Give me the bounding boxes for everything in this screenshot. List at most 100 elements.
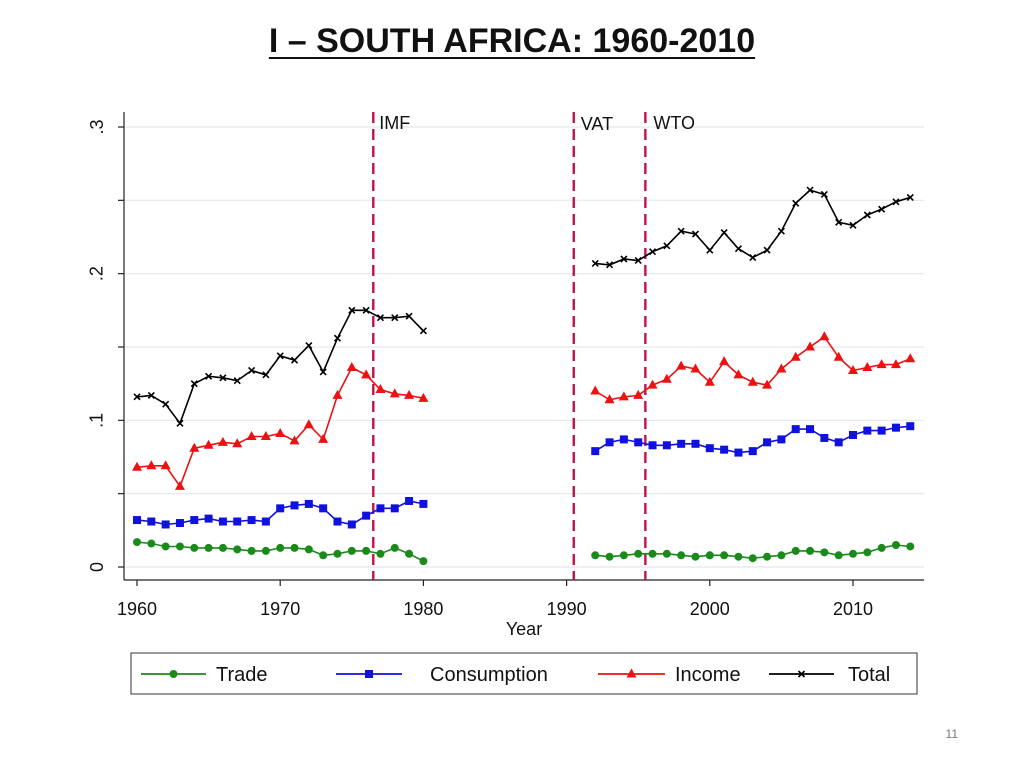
data-point-trade: [677, 551, 686, 560]
data-point-income: [661, 373, 672, 383]
data-point-trade: [634, 549, 643, 558]
data-point-trade: [247, 546, 256, 555]
data-point-total: [677, 227, 685, 235]
data-point-total: [162, 400, 170, 408]
data-point-total: [734, 245, 743, 253]
x-tick-label: 1970: [260, 599, 300, 619]
x-tick-label: 1980: [403, 599, 443, 619]
data-point-total: [419, 327, 427, 335]
data-point-total: [849, 221, 857, 229]
data-point-total: [878, 205, 886, 213]
data-point-consumption: [390, 504, 399, 513]
data-point-trade: [748, 554, 757, 563]
data-point-income: [733, 369, 744, 379]
data-point-consumption: [261, 517, 270, 526]
data-point-trade: [791, 546, 800, 555]
legend-marker-total: [797, 670, 806, 678]
data-point-trade: [906, 542, 915, 551]
data-point-income: [346, 362, 357, 372]
reference-label-vat: VAT: [581, 114, 613, 134]
data-point-total: [333, 334, 342, 342]
data-point-income: [876, 359, 887, 369]
reference-label-imf: IMF: [379, 113, 410, 133]
data-point-consumption: [591, 447, 600, 456]
y-tick-label: .2: [87, 266, 107, 281]
data-point-income: [332, 389, 343, 399]
data-point-trade: [161, 542, 170, 551]
data-point-income: [174, 480, 185, 490]
data-point-income: [375, 384, 386, 394]
data-point-total: [391, 314, 399, 322]
data-point-total: [247, 366, 256, 375]
y-tick-label: .3: [87, 119, 107, 134]
data-point-trade: [405, 549, 414, 558]
data-point-income: [848, 364, 858, 374]
data-point-trade: [190, 543, 199, 552]
data-point-consumption: [677, 439, 686, 448]
data-point-consumption: [634, 438, 643, 447]
data-point-total: [233, 377, 241, 385]
data-point-trade: [376, 549, 385, 558]
data-point-total: [405, 312, 413, 320]
data-point-income: [790, 351, 801, 361]
data-point-trade: [806, 546, 815, 555]
data-point-consumption: [419, 499, 428, 508]
data-point-total: [362, 306, 370, 314]
reference-label-wto: WTO: [653, 113, 695, 133]
data-point-consumption: [906, 422, 915, 431]
data-point-consumption: [619, 435, 628, 444]
data-point-income: [618, 391, 629, 401]
data-point-consumption: [834, 438, 843, 447]
slide-title: I – SOUTH AFRICA: 1960-2010: [0, 22, 1024, 61]
data-point-trade: [276, 543, 285, 552]
data-point-total: [219, 374, 227, 382]
data-point-total: [663, 242, 671, 250]
data-point-trade: [362, 546, 371, 555]
data-point-consumption: [748, 447, 757, 456]
data-point-total: [591, 259, 599, 267]
data-point-consumption: [304, 499, 313, 508]
data-point-trade: [705, 551, 714, 560]
data-point-income: [160, 460, 171, 470]
data-point-consumption: [891, 423, 900, 432]
data-point-consumption: [777, 435, 786, 444]
y-tick-label: 0: [87, 562, 107, 572]
legend-label-total: Total: [848, 664, 890, 686]
data-point-total: [835, 218, 843, 226]
data-point-income: [418, 392, 429, 402]
data-point-income: [833, 351, 844, 361]
data-point-total: [906, 193, 914, 201]
data-point-trade: [648, 549, 657, 558]
data-point-consumption: [605, 438, 614, 447]
data-point-total: [190, 380, 198, 388]
data-point-consumption: [863, 426, 872, 435]
data-point-total: [147, 391, 155, 399]
data-point-income: [805, 341, 816, 351]
data-point-consumption: [276, 504, 285, 513]
data-point-total: [706, 246, 714, 254]
data-point-consumption: [204, 514, 213, 523]
data-point-income: [704, 376, 715, 386]
data-point-income: [275, 428, 286, 438]
data-point-total: [806, 186, 814, 194]
data-point-income: [905, 353, 916, 363]
data-point-income: [676, 360, 687, 370]
data-point-trade: [777, 551, 786, 560]
data-point-total: [634, 256, 642, 265]
data-point-total: [749, 253, 757, 262]
data-point-income: [604, 394, 615, 404]
data-point-income: [217, 436, 228, 446]
data-point-total: [290, 356, 299, 364]
data-point-consumption: [849, 431, 857, 439]
page-number: 11: [945, 727, 958, 741]
data-point-total: [620, 255, 628, 263]
data-point-total: [892, 198, 900, 206]
legend-label-consumption: Consumption: [430, 664, 548, 686]
legend-label-income: Income: [675, 664, 741, 686]
data-point-income: [719, 356, 730, 366]
data-point-trade: [304, 545, 313, 554]
data-point-consumption: [820, 433, 829, 442]
data-point-total: [133, 393, 141, 401]
data-point-income: [690, 363, 701, 373]
data-point-trade: [347, 546, 356, 555]
